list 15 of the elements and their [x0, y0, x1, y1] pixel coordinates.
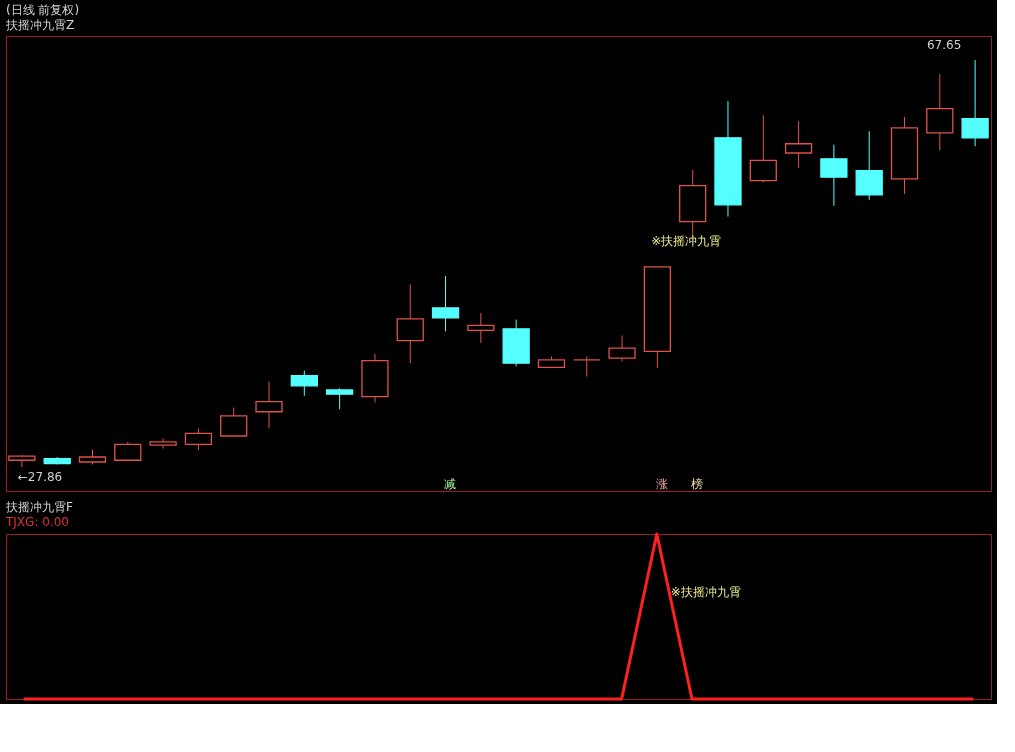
annotation: ※扶摇冲九霄: [670, 584, 741, 599]
chart-subtitle: TJXG: 0.00: [5, 514, 69, 529]
annotation: ※扶摇冲九霄: [651, 233, 722, 248]
candlestick: [8, 454, 36, 468]
text: 榜: [690, 477, 703, 491]
chart-title: 扶摇冲九霄F: [5, 499, 73, 514]
text: 67.65: [926, 37, 962, 52]
candlestick: [573, 355, 601, 378]
candlestick: [149, 437, 177, 450]
text: ←27.86: [17, 470, 63, 485]
text: 涨: [656, 477, 669, 491]
text: 减: [444, 477, 457, 491]
chart-subtitle: 扶摇冲九霄Z: [5, 18, 75, 32]
candlestick: [467, 312, 495, 344]
chart-title: (日线 前复权): [6, 3, 80, 17]
